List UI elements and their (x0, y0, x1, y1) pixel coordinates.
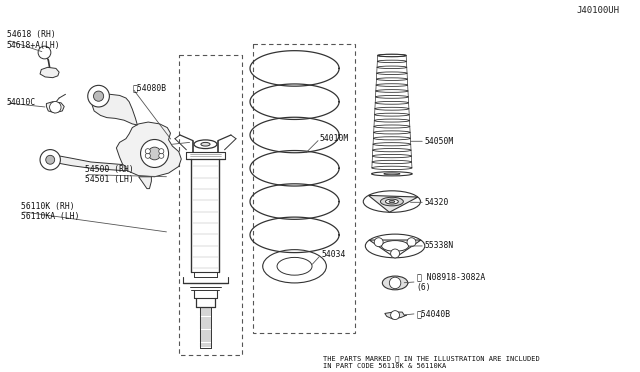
Circle shape (40, 150, 60, 170)
Text: 54500 (RH)
54501 (LH): 54500 (RH) 54501 (LH) (84, 165, 133, 184)
Text: J40100UH: J40100UH (576, 6, 619, 15)
Text: 54618 (RH)
54618+A(LH): 54618 (RH) 54618+A(LH) (7, 30, 61, 49)
Text: 55338N: 55338N (425, 241, 454, 250)
Ellipse shape (263, 250, 326, 283)
Ellipse shape (385, 199, 398, 204)
Text: 54320: 54320 (425, 198, 449, 207)
Text: 54034: 54034 (321, 250, 346, 259)
Bar (253, 44, 355, 333)
Polygon shape (40, 67, 59, 78)
Polygon shape (369, 195, 418, 212)
Polygon shape (369, 240, 421, 258)
Text: 54010C: 54010C (6, 98, 36, 107)
Bar (179, 55, 243, 355)
Circle shape (159, 149, 164, 154)
Circle shape (389, 277, 401, 289)
Circle shape (93, 91, 104, 101)
Circle shape (45, 155, 54, 164)
Ellipse shape (384, 173, 400, 175)
Circle shape (145, 149, 150, 154)
Text: ※ N08918-3082A
(6): ※ N08918-3082A (6) (417, 272, 485, 292)
Polygon shape (116, 122, 181, 177)
Circle shape (390, 249, 399, 258)
Circle shape (141, 140, 168, 167)
Circle shape (374, 238, 383, 247)
Ellipse shape (378, 54, 406, 57)
Ellipse shape (194, 140, 217, 148)
Ellipse shape (382, 276, 408, 290)
Circle shape (148, 147, 161, 160)
Text: 54010M: 54010M (320, 134, 349, 143)
Text: ※54040B: ※54040B (417, 309, 451, 318)
Circle shape (159, 153, 164, 158)
Ellipse shape (381, 241, 408, 251)
Circle shape (145, 153, 150, 158)
Circle shape (390, 311, 399, 320)
Polygon shape (46, 102, 64, 113)
Polygon shape (47, 155, 126, 171)
Text: 56110K (RH)
56110KA (LH): 56110K (RH) 56110KA (LH) (21, 202, 79, 221)
Text: ※54080B: ※54080B (132, 84, 166, 93)
Text: THE PARTS MARKED ※ IN THE ILLUSTRATION ARE INCLUDED
IN PART CODE 56110K & 56110K: THE PARTS MARKED ※ IN THE ILLUSTRATION A… (323, 355, 540, 369)
Polygon shape (385, 312, 406, 319)
Ellipse shape (201, 142, 210, 146)
Ellipse shape (277, 257, 312, 275)
Polygon shape (92, 94, 138, 125)
Ellipse shape (389, 201, 395, 203)
Circle shape (38, 46, 51, 59)
Text: 54050M: 54050M (425, 137, 454, 146)
Ellipse shape (380, 197, 403, 206)
Ellipse shape (372, 172, 412, 176)
Circle shape (49, 102, 61, 113)
Circle shape (407, 238, 416, 247)
Polygon shape (139, 177, 152, 189)
Circle shape (88, 85, 109, 107)
